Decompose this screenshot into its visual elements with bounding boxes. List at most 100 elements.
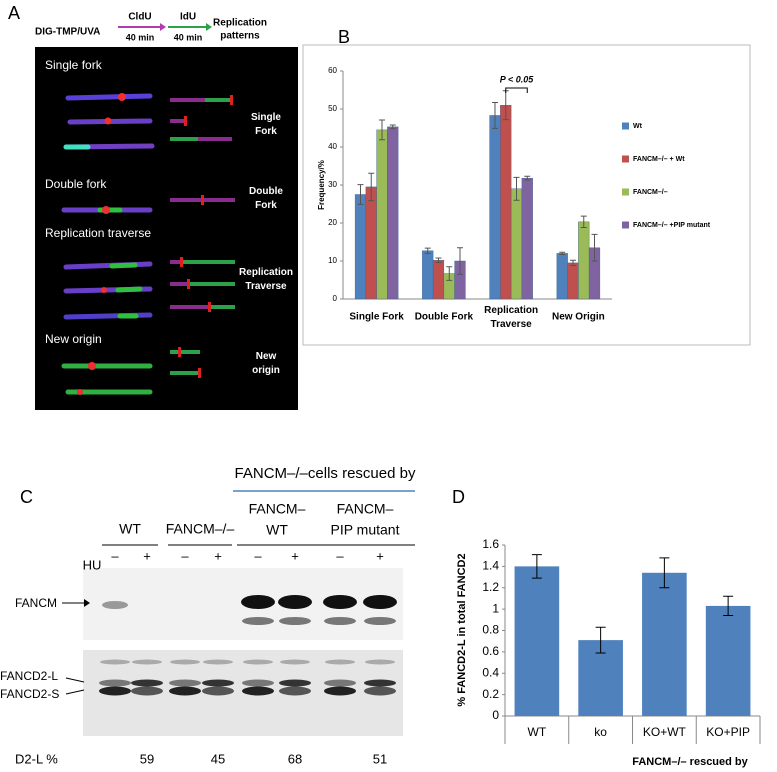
step-time: 40 min	[174, 32, 203, 42]
legend-swatch	[622, 188, 629, 196]
lane-sign: +	[291, 548, 299, 563]
bar	[705, 605, 751, 716]
band	[324, 686, 356, 696]
error-bar	[580, 215, 587, 229]
quant-value: 68	[288, 751, 302, 766]
blot-fancd2	[83, 650, 403, 736]
error-bar	[569, 259, 576, 267]
pattern-label: Double Fork	[249, 186, 283, 211]
bar	[432, 260, 445, 300]
legend-label: Wt	[633, 123, 643, 130]
micrograph-panel	[35, 47, 298, 410]
legend-swatch	[622, 221, 629, 229]
x-tick-label: Replication Traverse	[484, 305, 538, 330]
lane-sign: –	[111, 548, 119, 563]
band	[241, 595, 275, 609]
legend-swatch	[622, 155, 629, 163]
error-bar	[424, 247, 431, 254]
x-tick-label: Double Fork	[415, 312, 474, 323]
band	[202, 686, 234, 696]
band	[278, 595, 312, 609]
error-bar	[379, 119, 386, 141]
group-label: FANCM–/–	[166, 521, 235, 537]
cldu-arrowhead	[160, 23, 166, 31]
y-tick-label: 1	[492, 601, 499, 615]
bar	[489, 115, 501, 300]
protein-label: FANCM	[15, 596, 57, 610]
quant-label: D2-L %	[15, 751, 58, 766]
y-axis-label: % FANCD2-L in total FANCD2	[456, 553, 468, 706]
error-bar	[524, 175, 531, 181]
step-label: Replication patterns	[213, 17, 267, 41]
bar	[578, 221, 590, 300]
band	[131, 686, 163, 696]
fancm-arrowhead	[84, 599, 90, 607]
quant-value: 45	[211, 751, 225, 766]
panel-b-frame	[302, 44, 751, 346]
panel-label: A	[8, 3, 20, 23]
x-tick-label: Single Fork	[349, 312, 404, 323]
x-tick-label: ko	[594, 725, 607, 739]
band	[364, 686, 396, 696]
y-tick-label: 1.4	[482, 559, 499, 573]
band	[364, 679, 396, 687]
band	[280, 659, 310, 665]
pattern-label: Single Fork	[251, 112, 281, 137]
band	[364, 617, 396, 625]
image-label: Double fork	[45, 177, 107, 191]
lane-sign: –	[181, 548, 189, 563]
annotation: P < 0.05	[500, 74, 534, 84]
image-label: Single fork	[45, 58, 103, 72]
band	[279, 686, 311, 696]
band	[323, 595, 357, 609]
panel-label: C	[20, 487, 33, 507]
quant-value: 51	[373, 751, 387, 766]
band	[363, 595, 397, 609]
protein-label: FANCD2-S	[0, 687, 59, 701]
band	[279, 679, 311, 687]
pattern-label: New origin	[252, 351, 280, 376]
quant-value: 59	[140, 751, 154, 766]
band	[325, 659, 355, 665]
bar	[387, 126, 399, 300]
group-label: WT	[119, 521, 141, 537]
bar	[510, 188, 523, 300]
step-label: DIG-TMP/UVA	[35, 27, 100, 38]
y-axis-label: Frequency/%	[317, 160, 326, 210]
panel-label: B	[338, 27, 350, 47]
band	[99, 679, 131, 687]
band	[324, 617, 356, 625]
band	[243, 659, 273, 665]
error-bar	[368, 172, 375, 202]
y-tick-label: 1.6	[482, 537, 499, 551]
y-tick-label: 0	[333, 294, 338, 303]
lane-sign: +	[143, 548, 151, 563]
y-tick-label: 0.8	[482, 623, 499, 637]
y-tick-label: 0.6	[482, 644, 499, 658]
bar	[521, 177, 533, 300]
bar	[365, 186, 377, 300]
y-tick-label: 1.2	[482, 580, 499, 594]
y-tick-label: 30	[328, 180, 337, 189]
bar	[376, 129, 388, 300]
lane-sign: –	[336, 548, 344, 563]
error-bar	[357, 184, 364, 205]
x-tick-label: KO+PIP	[706, 725, 750, 739]
band	[242, 617, 274, 625]
band	[100, 659, 130, 665]
bar	[500, 104, 512, 300]
bar	[556, 253, 568, 300]
error-bar	[595, 626, 606, 654]
band	[169, 679, 201, 687]
fancd2-l-arrow	[65, 677, 85, 683]
bar	[514, 566, 560, 716]
error-bar	[435, 257, 442, 264]
error-bar	[389, 124, 396, 130]
y-tick-label: 40	[328, 142, 337, 151]
protein-label: FANCD2-L	[0, 669, 58, 683]
error-bar	[531, 554, 542, 579]
band	[279, 617, 311, 625]
band	[324, 679, 356, 687]
group-label: FANCM– WT	[249, 500, 306, 537]
